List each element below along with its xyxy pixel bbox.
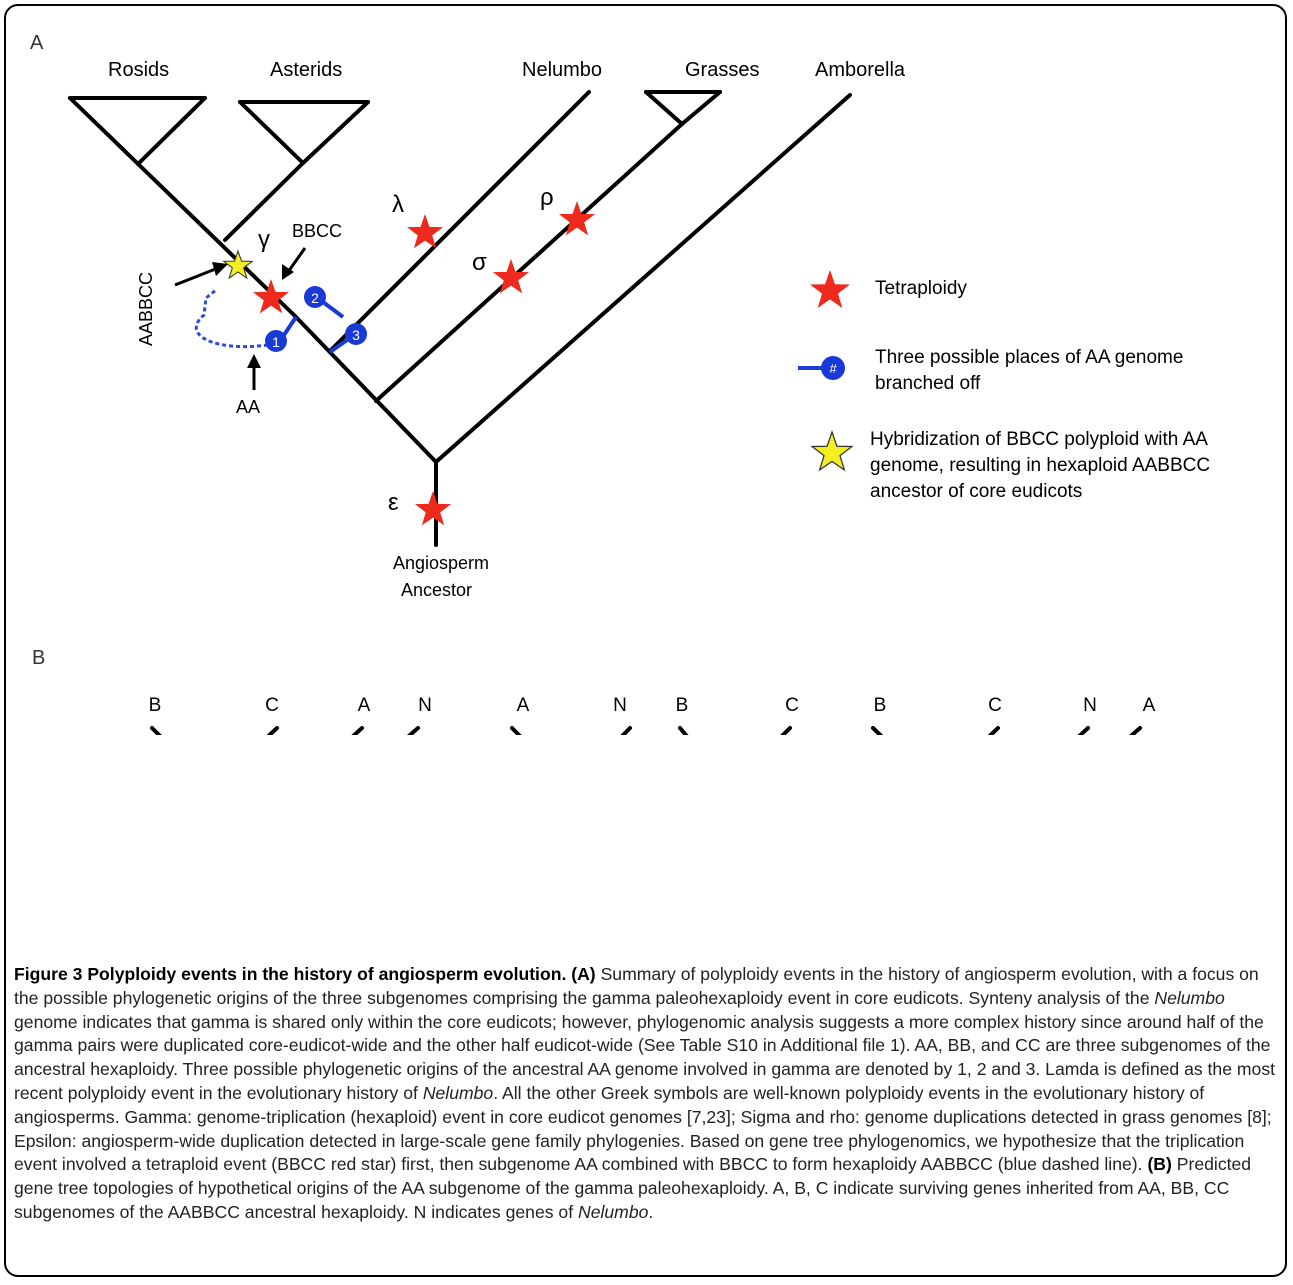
- legend: Tetraploidy # Three possible places of A…: [798, 270, 1210, 502]
- label-rho: ρ: [540, 184, 554, 211]
- legend-marker-symbol: #: [829, 361, 837, 376]
- caption-nelumbo-1: Nelumbo: [1154, 987, 1225, 1008]
- marker-1-label: 1: [272, 334, 280, 350]
- tree2-leaf-c: C: [785, 695, 799, 716]
- label-ancestor-1: Angiosperm: [393, 553, 489, 573]
- figure-caption: Figure 3 Polyploidy events in the histor…: [14, 963, 1276, 1225]
- label-epsilon: ε: [388, 489, 399, 516]
- legend-tetraploidy-label: Tetraploidy: [875, 278, 967, 299]
- star-epsilon: [414, 491, 452, 526]
- label-ancestor-2: Ancestor: [401, 580, 472, 600]
- caption-b-tag: (B): [1147, 1154, 1172, 1175]
- tree1-leaf-b: B: [149, 695, 162, 716]
- star-gamma-hybrid: [224, 251, 253, 278]
- caption-nelumbo-3: Nelumbo: [577, 1201, 649, 1222]
- label-sigma: σ: [472, 249, 487, 276]
- label-lambda: λ: [392, 191, 404, 218]
- gene-tree-1: B C A N 1: [149, 695, 432, 735]
- label-bbcc: BBCC: [292, 221, 342, 241]
- tree2-leaf-n: N: [613, 695, 627, 716]
- gene-tree-3: B C N A 3: [871, 695, 1156, 735]
- tree3-leaf-c: C: [988, 695, 1002, 716]
- figure-frame: [4, 4, 1287, 1277]
- tree3-leaf-n: N: [1083, 695, 1097, 716]
- taxon-labels: Rosids Asterids Nelumbo Grasses Amborell…: [108, 59, 906, 81]
- legend-places-line2: branched off: [875, 373, 981, 394]
- tree1-leaf-n: N: [418, 695, 432, 716]
- label-aabbcc: AABBCC: [136, 272, 156, 346]
- label-aa: AA: [236, 397, 260, 417]
- legend-marker-icon: [821, 356, 845, 380]
- tree1-leaf-c: C: [265, 695, 279, 716]
- caption-text-3: . All the other Greek symbols are well-k…: [14, 1082, 1272, 1175]
- label-asterids: Asterids: [270, 59, 342, 81]
- annotation-arrows: [174, 247, 307, 390]
- label-rosids: Rosids: [108, 59, 169, 81]
- tree2-leaf-a: A: [517, 695, 530, 716]
- marker-2: [304, 286, 326, 308]
- legend-hybrid-line2: genome, resulting in hexaploid AABBCC: [870, 455, 1210, 476]
- branch-markers: 1 2 3: [265, 286, 367, 354]
- label-grasses: Grasses: [685, 59, 759, 81]
- figure-diagram: A Rosids Asterids Nelumbo Grasses Ambore…: [30, 32, 1210, 735]
- legend-places-line1: Three possible places of AA genome: [875, 347, 1183, 368]
- caption-nelumbo-2: Nelumbo: [422, 1082, 494, 1103]
- marker-2-label: 2: [311, 290, 319, 306]
- marker-3-label: 3: [352, 327, 360, 343]
- legend-hybrid-star: [812, 432, 852, 470]
- panel-b-label: B: [32, 647, 45, 669]
- caption-title: Figure 3 Polyploidy events in the histor…: [14, 964, 567, 984]
- caption-a-tag: (A): [571, 964, 596, 984]
- hybridization-dashed-line: [194, 288, 269, 349]
- caption-text-4: Predicted gene tree topologies of hypoth…: [14, 1154, 1252, 1222]
- caption-text-2: genome indicates that gamma is shared on…: [14, 1011, 1276, 1103]
- tree3-leaf-b: B: [874, 695, 887, 716]
- greek-labels: λ ρ σ γ ε: [258, 184, 554, 516]
- caption-text-5: .: [648, 1201, 654, 1222]
- star-bbcc: [252, 279, 290, 314]
- tree3-leaf-a: A: [1143, 695, 1156, 716]
- marker-3: [345, 323, 367, 345]
- caption-text-1: Summary of polyploidy events in the hist…: [14, 964, 1259, 1008]
- legend-hybrid-line1: Hybridization of BBCC polyploid with AA: [870, 429, 1208, 450]
- panel-a-label: A: [30, 32, 44, 54]
- label-gamma: γ: [258, 226, 270, 253]
- label-nelumbo: Nelumbo: [522, 59, 602, 81]
- legend-hybrid-line3: ancestor of core eudicots: [870, 481, 1082, 502]
- species-tree: [68, 90, 852, 547]
- tree1-leaf-a: A: [358, 695, 371, 716]
- marker-1: [265, 330, 287, 352]
- label-amborella: Amborella: [815, 59, 906, 81]
- legend-tetraploidy-star: [810, 270, 850, 308]
- tree2-leaf-b: B: [676, 695, 689, 716]
- gene-tree-2: A N B C 2: [510, 695, 799, 735]
